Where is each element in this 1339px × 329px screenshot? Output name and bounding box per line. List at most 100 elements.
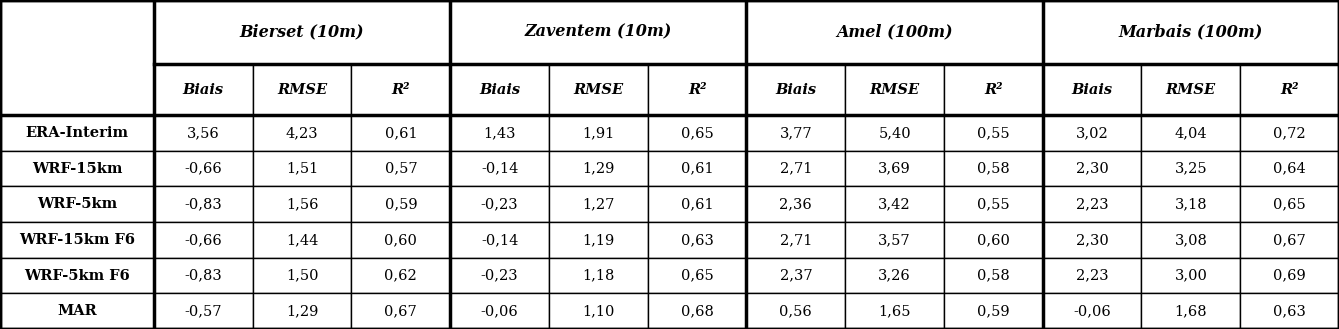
- Bar: [747, 151, 845, 187]
- Bar: [154, 0, 450, 64]
- Bar: [944, 293, 1043, 329]
- Text: 0,58: 0,58: [977, 268, 1010, 283]
- Bar: [253, 187, 351, 222]
- Text: 1,51: 1,51: [287, 162, 319, 176]
- Bar: [351, 187, 450, 222]
- Text: 0,67: 0,67: [384, 304, 418, 318]
- Text: 0,65: 0,65: [680, 268, 714, 283]
- Bar: [1043, 64, 1141, 115]
- Bar: [747, 0, 1043, 64]
- Text: 1,50: 1,50: [285, 268, 319, 283]
- Text: 3,00: 3,00: [1174, 268, 1208, 283]
- Bar: [253, 151, 351, 187]
- Text: 1,91: 1,91: [582, 126, 615, 140]
- Text: 0,58: 0,58: [977, 162, 1010, 176]
- Bar: [1141, 64, 1240, 115]
- Bar: [648, 222, 747, 258]
- Bar: [1240, 293, 1339, 329]
- Text: 0,69: 0,69: [1273, 268, 1306, 283]
- Text: Bierset (10m): Bierset (10m): [240, 24, 364, 40]
- Bar: [1141, 115, 1240, 151]
- Bar: [1240, 151, 1339, 187]
- Bar: [648, 293, 747, 329]
- Bar: [253, 115, 351, 151]
- Bar: [351, 64, 450, 115]
- Bar: [845, 151, 944, 187]
- Bar: [944, 151, 1043, 187]
- Bar: [944, 187, 1043, 222]
- Text: 0,72: 0,72: [1273, 126, 1306, 140]
- Text: -0,57: -0,57: [185, 304, 222, 318]
- Bar: [747, 187, 845, 222]
- Text: 0,65: 0,65: [680, 126, 714, 140]
- Text: 2,71: 2,71: [779, 162, 811, 176]
- Text: 3,56: 3,56: [187, 126, 220, 140]
- Bar: [253, 222, 351, 258]
- Text: 2,71: 2,71: [779, 233, 811, 247]
- Text: 1,10: 1,10: [582, 304, 615, 318]
- Bar: [154, 258, 253, 293]
- Text: Biais: Biais: [183, 83, 224, 97]
- Bar: [845, 187, 944, 222]
- Text: 4,04: 4,04: [1174, 126, 1208, 140]
- Bar: [1043, 258, 1141, 293]
- Bar: [747, 222, 845, 258]
- Text: -0,23: -0,23: [481, 197, 518, 211]
- Text: 0,67: 0,67: [1273, 233, 1306, 247]
- Bar: [845, 64, 944, 115]
- Bar: [1240, 64, 1339, 115]
- Bar: [845, 222, 944, 258]
- Bar: [0, 258, 154, 293]
- Text: 2,30: 2,30: [1075, 162, 1109, 176]
- Bar: [845, 293, 944, 329]
- Bar: [747, 258, 845, 293]
- Text: -0,66: -0,66: [185, 162, 222, 176]
- Text: 0,61: 0,61: [384, 126, 418, 140]
- Bar: [845, 258, 944, 293]
- Bar: [549, 187, 648, 222]
- Text: 2,23: 2,23: [1075, 197, 1109, 211]
- Bar: [1043, 115, 1141, 151]
- Text: 1,29: 1,29: [582, 162, 615, 176]
- Text: 3,02: 3,02: [1075, 126, 1109, 140]
- Bar: [1240, 258, 1339, 293]
- Text: 0,63: 0,63: [680, 233, 714, 247]
- Text: RMSE: RMSE: [573, 83, 624, 97]
- Text: 0,61: 0,61: [680, 162, 714, 176]
- Text: 0,60: 0,60: [977, 233, 1010, 247]
- Text: WRF-15km: WRF-15km: [32, 162, 122, 176]
- Text: R²: R²: [391, 83, 410, 97]
- Text: 0,61: 0,61: [680, 197, 714, 211]
- Text: 3,08: 3,08: [1174, 233, 1208, 247]
- Text: 1,65: 1,65: [878, 304, 911, 318]
- Bar: [549, 258, 648, 293]
- Bar: [450, 187, 549, 222]
- Bar: [450, 151, 549, 187]
- Text: Biais: Biais: [479, 83, 520, 97]
- Bar: [944, 258, 1043, 293]
- Bar: [154, 115, 253, 151]
- Bar: [0, 151, 154, 187]
- Bar: [154, 64, 253, 115]
- Bar: [1043, 0, 1339, 64]
- Bar: [1141, 258, 1240, 293]
- Text: 3,77: 3,77: [779, 126, 813, 140]
- Bar: [944, 115, 1043, 151]
- Text: -0,06: -0,06: [481, 304, 518, 318]
- Text: 0,57: 0,57: [384, 162, 418, 176]
- Text: R²: R²: [688, 83, 707, 97]
- Bar: [549, 64, 648, 115]
- Text: 0,56: 0,56: [779, 304, 813, 318]
- Bar: [747, 115, 845, 151]
- Bar: [351, 222, 450, 258]
- Text: Amel (100m): Amel (100m): [837, 24, 953, 40]
- Bar: [253, 64, 351, 115]
- Bar: [450, 64, 549, 115]
- Bar: [253, 258, 351, 293]
- Bar: [450, 115, 549, 151]
- Text: -0,83: -0,83: [185, 197, 222, 211]
- Bar: [1240, 222, 1339, 258]
- Bar: [648, 187, 747, 222]
- Text: 0,65: 0,65: [1273, 197, 1306, 211]
- Text: 2,23: 2,23: [1075, 268, 1109, 283]
